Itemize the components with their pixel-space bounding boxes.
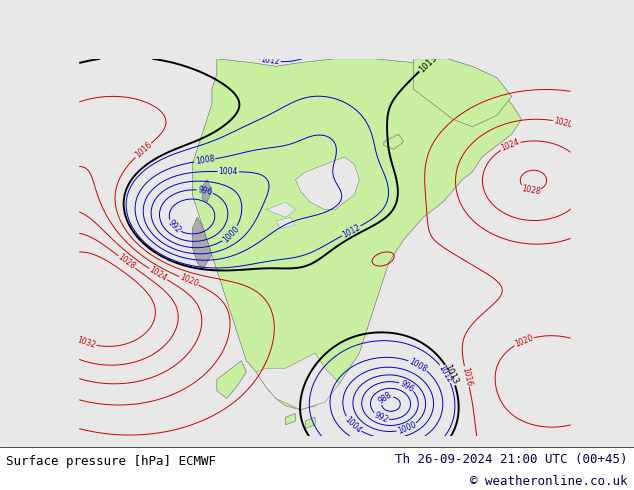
Polygon shape [276,217,295,228]
Text: 1008: 1008 [195,154,215,166]
Polygon shape [306,417,315,429]
Polygon shape [266,202,295,217]
Text: 1024: 1024 [500,138,521,153]
Text: 1012: 1012 [260,55,280,66]
Text: 1020: 1020 [553,116,574,129]
Text: 1012: 1012 [437,363,455,384]
Polygon shape [384,134,404,149]
Text: 1016: 1016 [460,366,474,387]
Text: 1028: 1028 [117,253,137,271]
Text: 1013: 1013 [442,363,460,386]
Text: 992: 992 [373,410,389,424]
Text: 1004: 1004 [219,167,238,176]
Text: 1020: 1020 [513,333,534,349]
Text: 1016: 1016 [133,140,153,160]
Text: 992: 992 [166,219,183,235]
Polygon shape [202,179,212,202]
Text: 1032: 1032 [75,335,97,350]
Polygon shape [192,217,212,270]
Polygon shape [295,157,359,210]
Text: 996: 996 [197,185,213,197]
Text: 988: 988 [377,391,394,406]
Text: 1000: 1000 [396,420,418,436]
Text: 1000: 1000 [221,224,241,245]
Text: 1013: 1013 [417,53,439,74]
Polygon shape [217,361,246,398]
Text: 1020: 1020 [178,273,200,289]
Polygon shape [192,59,521,410]
Text: 996: 996 [398,378,415,394]
Text: 1004: 1004 [343,415,363,435]
Text: 1012: 1012 [340,222,361,240]
Polygon shape [285,414,295,425]
Text: 1008: 1008 [408,357,429,374]
Text: © weatheronline.co.uk: © weatheronline.co.uk [470,475,628,488]
Polygon shape [413,59,512,127]
Text: 1024: 1024 [148,265,169,283]
Text: Th 26-09-2024 21:00 UTC (00+45): Th 26-09-2024 21:00 UTC (00+45) [395,453,628,466]
Polygon shape [256,353,340,410]
Text: Surface pressure [hPa] ECMWF: Surface pressure [hPa] ECMWF [6,456,216,468]
Text: 1028: 1028 [521,184,541,196]
